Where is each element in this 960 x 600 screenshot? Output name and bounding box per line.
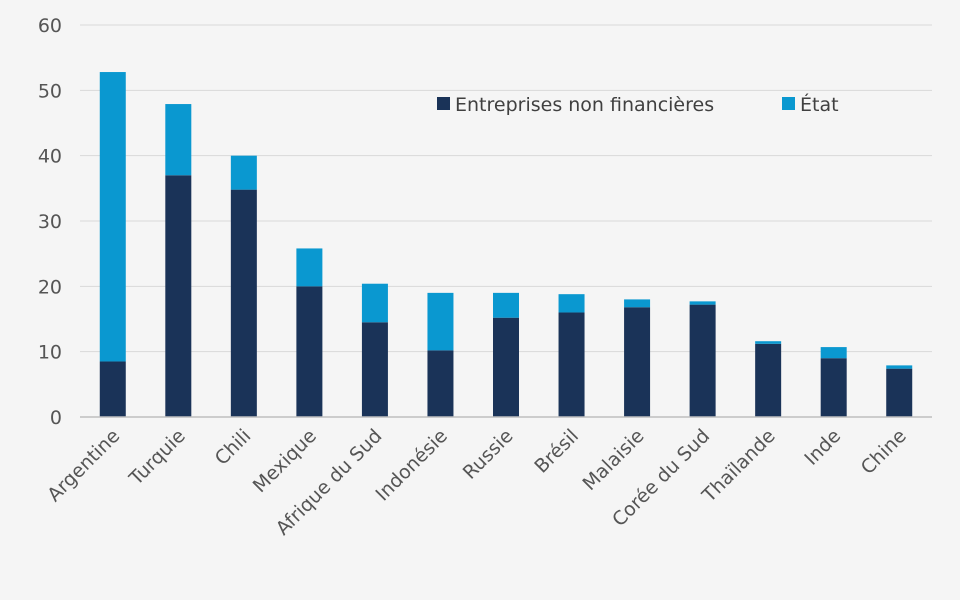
x-category-label: Chine <box>857 425 911 479</box>
bar-entreprises <box>296 286 323 417</box>
x-category-label: Brésil <box>530 425 583 478</box>
x-category-label: Russie <box>459 425 518 484</box>
bar-etat <box>886 365 913 369</box>
y-axis: 0 10 20 30 40 50 60 <box>38 15 62 429</box>
y-tick-label: 20 <box>38 276 62 298</box>
bar-etat <box>165 104 192 176</box>
bar-etat <box>689 301 716 305</box>
bar-entreprises <box>558 312 585 417</box>
bar-entreprises <box>493 317 519 417</box>
bar-etat <box>427 292 454 351</box>
y-tick-label: 10 <box>38 342 62 364</box>
x-category-label: Turquie <box>125 425 190 490</box>
bar-etat <box>296 248 323 287</box>
x-category-label: Chili <box>211 425 256 470</box>
bar-entreprises <box>755 343 782 417</box>
legend-swatch-entreprises <box>437 97 450 110</box>
bar-etat <box>493 292 519 318</box>
bar-entreprises <box>624 307 651 417</box>
bar-entreprises <box>427 350 454 417</box>
legend-swatch-etat <box>782 97 795 110</box>
bar-etat <box>558 294 585 313</box>
bar-etat <box>361 283 388 323</box>
x-category-label: Indonésie <box>371 425 452 506</box>
bar-entreprises <box>165 175 192 417</box>
bar-entreprises <box>99 361 126 417</box>
legend-label-entreprises: Entreprises non financières <box>455 94 714 116</box>
bar-entreprises <box>689 304 716 417</box>
bar-entreprises <box>230 189 257 417</box>
bar-entreprises <box>886 368 913 417</box>
legend: Entreprises non financières État <box>437 93 839 116</box>
bar-etat <box>820 347 847 359</box>
bars <box>99 72 913 417</box>
legend-label-etat: État <box>800 93 839 116</box>
x-category-label: Inde <box>800 425 845 470</box>
y-tick-label: 50 <box>38 80 62 102</box>
y-tick-label: 30 <box>38 211 62 233</box>
bar-etat <box>755 341 782 344</box>
bar-etat <box>230 155 257 190</box>
bar-etat <box>624 299 651 308</box>
bar-etat <box>99 72 126 362</box>
y-tick-label: 60 <box>38 15 62 37</box>
bar-entreprises <box>820 358 847 417</box>
bar-entreprises <box>361 322 388 417</box>
y-tick-label: 0 <box>50 407 62 429</box>
y-tick-label: 40 <box>38 146 62 168</box>
x-category-label: Argentine <box>43 425 124 506</box>
gridlines <box>80 24 932 353</box>
